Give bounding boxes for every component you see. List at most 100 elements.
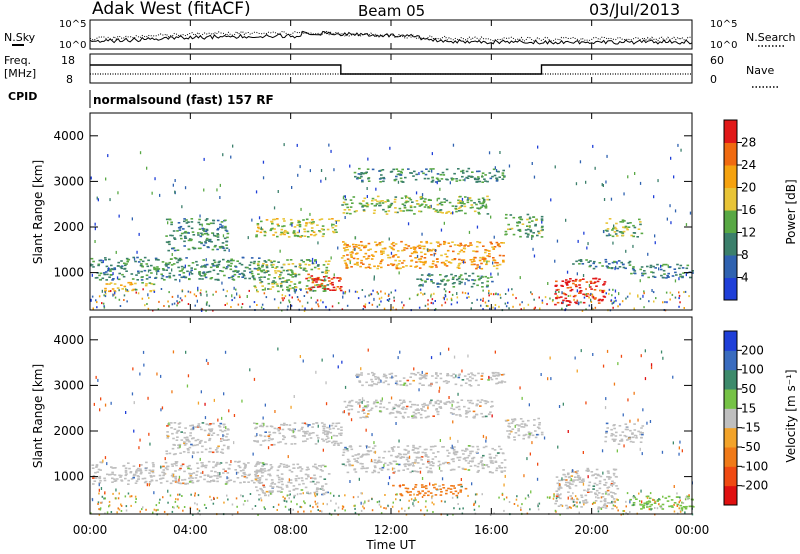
data-cell: [223, 501, 225, 504]
data-cell: [254, 286, 257, 289]
data-cell: [120, 284, 123, 286]
data-cell: [104, 290, 106, 292]
data-cell: [184, 230, 187, 233]
power-ylabel: Slant Range [km]: [31, 160, 45, 264]
data-cell: [310, 233, 313, 236]
data-cell: [311, 257, 314, 261]
data-cell: [479, 461, 483, 463]
data-cell: [263, 506, 265, 509]
data-cell: [354, 511, 357, 514]
data-cell: [541, 299, 544, 302]
data-cell: [427, 303, 429, 306]
data-cell: [473, 210, 477, 213]
data-cell: [186, 465, 190, 468]
data-cell: [272, 234, 275, 236]
data-cell: [321, 358, 323, 362]
data-cell: [144, 469, 148, 472]
data-cell: [163, 305, 165, 307]
data-cell: [215, 475, 219, 477]
data-cell: [498, 373, 501, 376]
data-cell: [640, 232, 644, 235]
data-cell: [438, 283, 442, 285]
data-cell: [215, 264, 219, 267]
data-cell: [331, 441, 334, 444]
data-cell: [484, 249, 487, 251]
data-cell: [298, 264, 302, 266]
data-cell: [323, 285, 327, 287]
data-cell: [485, 263, 488, 266]
data-cell: [524, 232, 528, 235]
data-cell: [451, 241, 454, 243]
data-cell: [431, 179, 435, 182]
data-cell: [494, 261, 497, 264]
data-cell: [223, 439, 226, 441]
data-cell: [124, 469, 128, 472]
data-cell: [673, 485, 675, 488]
data-cell: [310, 227, 314, 229]
data-cell: [355, 401, 358, 403]
data-cell: [592, 308, 594, 311]
data-cell: [200, 390, 202, 394]
data-cell: [592, 296, 595, 299]
data-cell: [503, 470, 506, 472]
data-cell: [348, 460, 351, 463]
data-cell: [280, 228, 284, 231]
data-cell: [481, 493, 483, 496]
data-cell: [255, 268, 259, 270]
data-cell: [494, 307, 496, 310]
data-cell: [429, 464, 432, 466]
data-cell: [129, 471, 132, 474]
data-cell: [423, 206, 427, 208]
data-cell: [272, 282, 276, 285]
data-cell: [167, 263, 170, 266]
data-cell: [134, 482, 138, 484]
data-cell: [438, 389, 440, 393]
data-cell: [492, 306, 494, 309]
data-cell: [384, 292, 386, 295]
data-cell: [493, 375, 496, 377]
data-cell: [114, 467, 117, 469]
data-cell: [473, 202, 476, 204]
data-cell: [448, 347, 450, 351]
data-cell: [303, 267, 306, 270]
data-cell: [387, 256, 390, 259]
data-cell: [233, 286, 235, 290]
data-cell: [263, 230, 267, 233]
data-cell: [418, 267, 422, 269]
data-cell: [454, 451, 458, 453]
data-cell: [356, 176, 360, 179]
data-cell: [296, 231, 300, 234]
data-cell: [587, 488, 590, 490]
data-cell: [679, 499, 681, 502]
data-cell: [608, 288, 611, 291]
data-cell: [190, 443, 193, 446]
data-cell: [436, 181, 438, 185]
data-cell: [381, 169, 385, 171]
data-cell: [445, 199, 449, 202]
data-cell: [601, 289, 605, 292]
data-cell: [372, 373, 376, 375]
data-cell: [189, 506, 192, 509]
data-cell: [639, 279, 641, 283]
data-cell: [476, 471, 480, 473]
data-cell: [157, 508, 159, 511]
data-cell: [430, 356, 433, 360]
data-cell: [100, 461, 104, 464]
data-cell: [253, 301, 256, 304]
data-cell: [404, 176, 407, 179]
data-cell: [264, 287, 266, 291]
data-cell: [188, 272, 191, 276]
data-cell: [151, 471, 155, 474]
data-cell: [338, 280, 341, 282]
data-cell: [646, 501, 649, 503]
data-cell: [573, 501, 576, 503]
data-cell: [413, 206, 417, 208]
data-cell: [262, 160, 265, 164]
data-cell: [337, 506, 340, 509]
data-cell: [177, 423, 181, 425]
data-cell: [139, 258, 143, 261]
data-cell: [553, 493, 555, 496]
data-cell: [471, 171, 474, 173]
data-cell: [103, 273, 106, 276]
data-cell: [202, 470, 204, 474]
